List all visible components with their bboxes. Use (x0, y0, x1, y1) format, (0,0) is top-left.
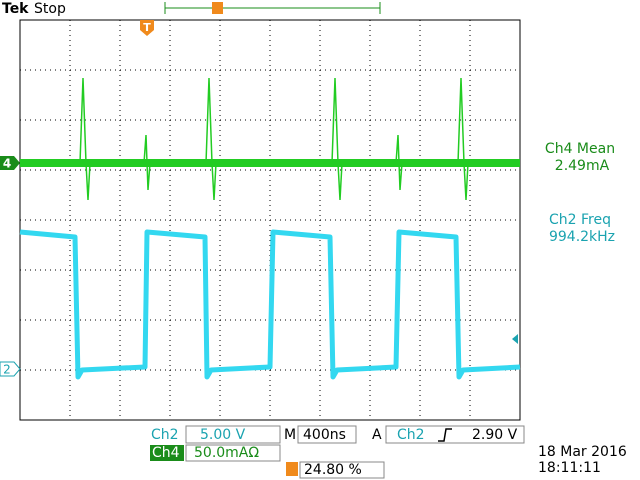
ch2-scale-box (185, 425, 281, 444)
measurement-label: Ch2 Freq (549, 212, 611, 228)
ch4-marker-label: 4 (3, 157, 11, 171)
ch4-label: Ch4 (152, 445, 180, 461)
timebase: 400ns (303, 427, 346, 443)
ch4-spikes (79, 77, 469, 201)
measurement-value: 2.49mA (555, 158, 610, 174)
trigger-level-marker (512, 334, 518, 344)
trigger-box (385, 425, 525, 444)
ch4-label-box (150, 445, 184, 461)
record-trigger-marker (212, 2, 223, 14)
ch2-scale: 5.00 V (200, 427, 246, 443)
ch4-marker (0, 156, 20, 170)
trigger-position-icon (286, 462, 298, 476)
brand: Tek (2, 1, 29, 17)
time: 18:11:11 (538, 460, 601, 476)
trigger-position-box (299, 461, 385, 479)
acq-state: Stop (34, 1, 66, 17)
ch4-scale-box (185, 444, 281, 462)
measurement-value: 994.2kHz (549, 229, 615, 245)
trigger-source: Ch2 (397, 427, 425, 443)
ch4-scale: 50.0mAΩ (194, 445, 259, 461)
ch2-marker-label: 2 (3, 363, 11, 377)
record-view (164, 2, 381, 14)
timebase-label: M (284, 427, 296, 443)
timebase-box (297, 425, 357, 444)
trigger-level: 2.90 V (472, 427, 518, 443)
ch2-trace (19, 229, 521, 380)
measurement-label: Ch4 Mean (545, 141, 615, 157)
trigger-position: 24.80 % (304, 462, 362, 478)
trigger-marker-label: T (143, 21, 151, 34)
trigger-mode: A (372, 427, 382, 443)
trigger-marker (140, 20, 154, 36)
ch2-label: Ch2 (151, 427, 179, 443)
ch2-marker (0, 361, 21, 377)
date: 18 Mar 2016 (538, 444, 627, 460)
trigger-slope-icon (438, 428, 452, 442)
